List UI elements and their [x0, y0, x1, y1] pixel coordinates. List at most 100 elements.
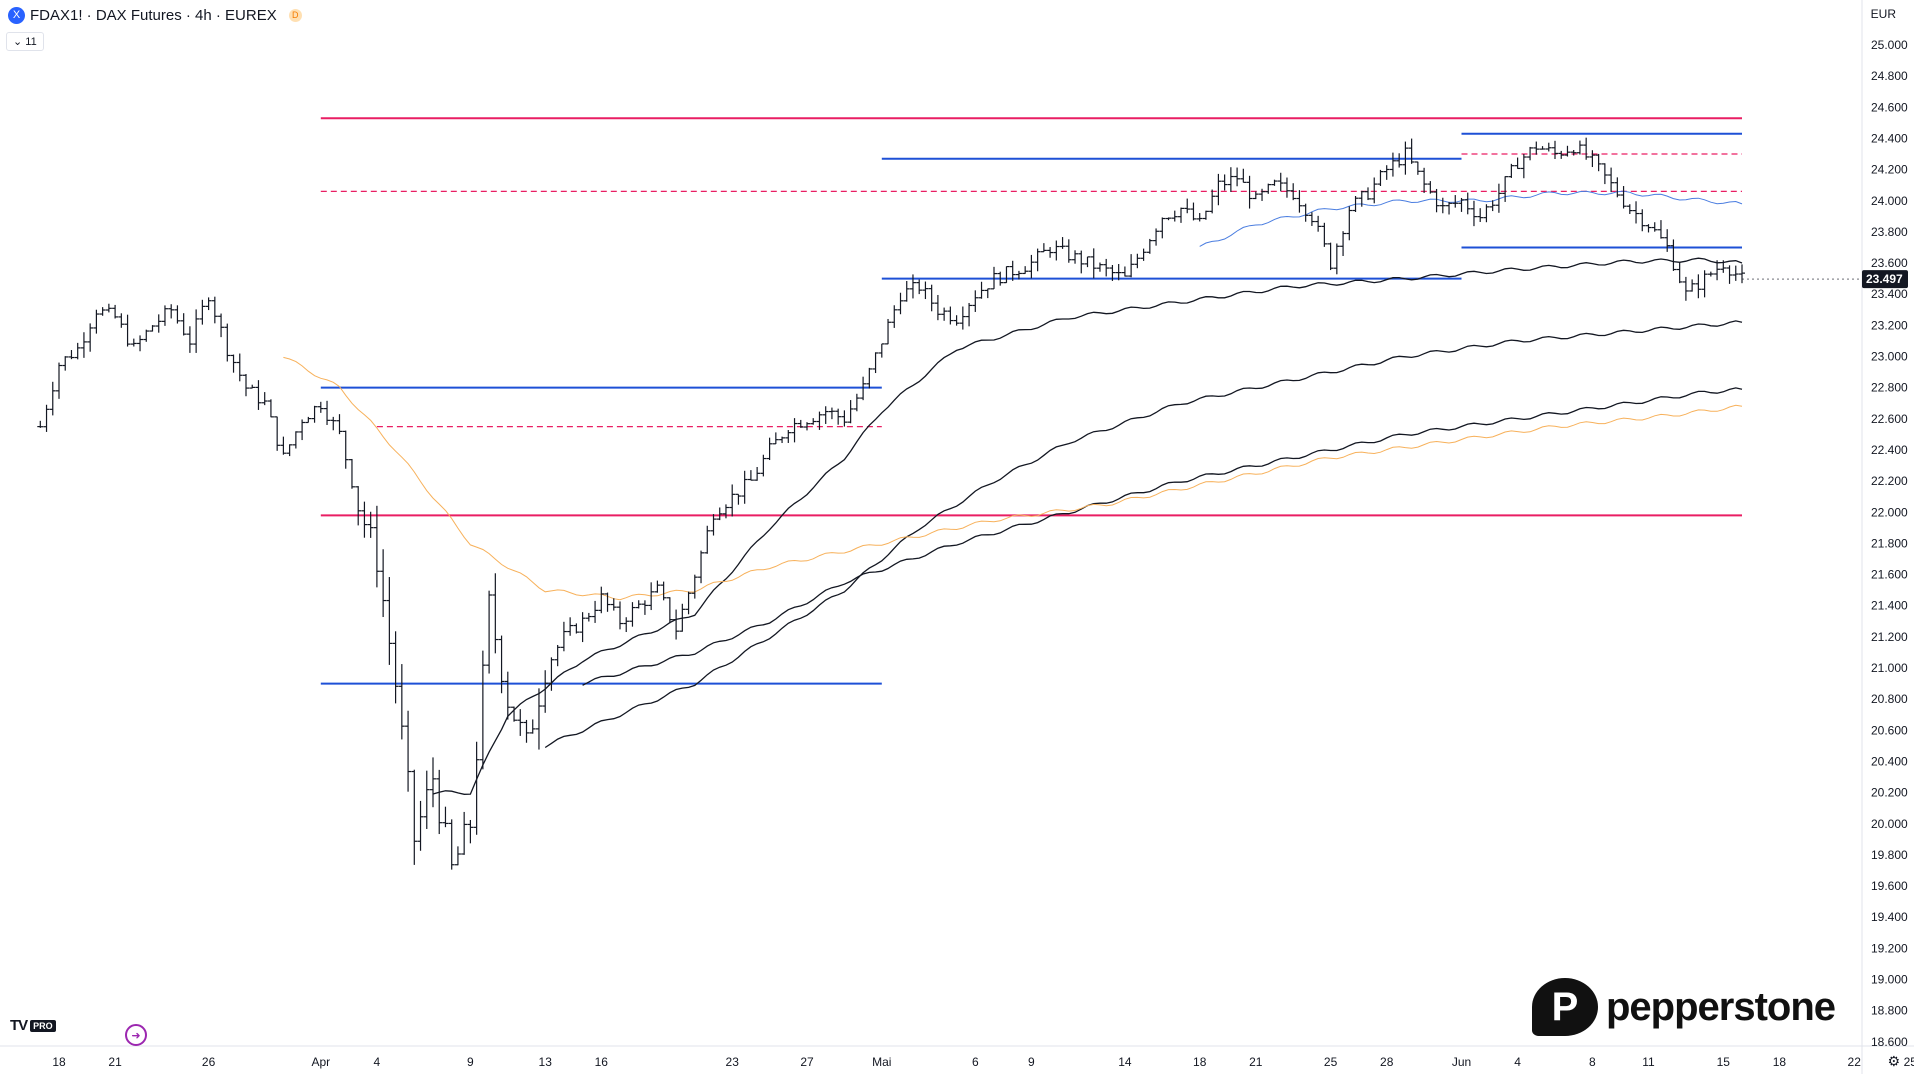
ohlc-bar	[1103, 258, 1110, 277]
ohlc-bar	[180, 313, 187, 336]
ohlc-bar	[1657, 220, 1664, 239]
pepperstone-watermark: P pepperstone	[1532, 978, 1836, 1036]
ohlc-bar	[592, 600, 599, 623]
ohlc-bar	[380, 549, 387, 618]
indicators-collapse-button[interactable]: ⌄ 11	[6, 32, 44, 51]
ohlc-bar	[1396, 153, 1403, 168]
ohlc-bar	[585, 612, 592, 622]
ohlc-bar	[93, 309, 100, 334]
y-tick-label: 21.600	[1871, 568, 1908, 582]
ohlc-bar	[504, 671, 511, 720]
ohlc-bar	[305, 416, 312, 424]
ohlc-bar	[68, 350, 75, 360]
y-tick-label: 21.200	[1871, 630, 1908, 644]
y-tick-label: 20.200	[1871, 786, 1908, 800]
y-tick-label: 21.800	[1871, 536, 1908, 550]
ohlc-bar	[1533, 141, 1540, 155]
ohlc-bar	[1495, 183, 1502, 213]
ohlc-bar	[1022, 266, 1029, 275]
ohlc-bar	[199, 299, 206, 325]
x-tick-label: Mai	[872, 1055, 891, 1069]
ohlc-bar	[529, 719, 536, 734]
ohlc-bar	[866, 367, 873, 389]
ohlc-bar	[760, 454, 767, 477]
ohlc-bar	[1470, 200, 1477, 227]
settings-icon[interactable]: ⚙	[1887, 1053, 1900, 1069]
x-tick-label: 18	[52, 1055, 66, 1069]
ohlc-bar	[130, 338, 137, 347]
ohlc-bar	[991, 266, 997, 290]
moving-average-line	[582, 387, 1743, 686]
x-tick-label: 18	[1773, 1055, 1787, 1069]
last-price-badge	[1862, 270, 1908, 289]
x-tick-label: 28	[1380, 1055, 1394, 1069]
moving-average-line	[432, 257, 1743, 795]
x-tick-label: 4	[374, 1055, 381, 1069]
last-price-tag: 23.497	[1742, 270, 1908, 289]
ohlc-bar	[498, 635, 505, 694]
ohlc-bar	[853, 393, 860, 412]
ohlc-bar	[112, 304, 119, 319]
ohlc-bar	[617, 601, 623, 630]
currency-selector[interactable]: EUR	[1870, 7, 1896, 21]
ohlc-bar	[348, 458, 355, 489]
delayed-data-badge[interactable]: D	[288, 8, 302, 22]
symbol-logo-icon[interactable]: X	[8, 6, 25, 24]
y-tick-label: 23.000	[1871, 350, 1908, 364]
ohlc-bar	[1732, 265, 1739, 281]
ohlc-bar	[486, 590, 493, 674]
ohlc-bar	[1153, 228, 1160, 246]
goto-realtime-icon[interactable]: ➜	[125, 1024, 147, 1046]
y-tick-label: 22.000	[1871, 505, 1908, 519]
ohlc-bar	[822, 406, 829, 424]
ohlc-bar	[1458, 197, 1465, 212]
x-tick-label: 21	[108, 1055, 122, 1069]
x-tick-label: 13	[539, 1055, 553, 1069]
ohlc-bar	[1377, 169, 1384, 187]
ohlc-bar	[62, 356, 69, 371]
y-tick-label: 24.000	[1871, 194, 1908, 208]
ohlc-bar	[1626, 204, 1633, 215]
ohlc-bar	[685, 591, 692, 615]
ohlc-bar	[804, 422, 810, 431]
ohlc-bar	[392, 631, 399, 704]
ohlc-bar	[610, 598, 617, 611]
ohlc-bar	[1190, 202, 1197, 221]
ohlc-bar	[1714, 260, 1721, 281]
ohlc-bar	[218, 313, 225, 338]
ohlc-bar	[336, 414, 343, 435]
tradingview-logo[interactable]: TV PRO	[10, 1017, 56, 1034]
ohlc-bar	[1689, 279, 1696, 292]
ohlc-bar	[1695, 274, 1702, 299]
x-tick-label: 22	[1848, 1055, 1862, 1069]
pepperstone-wordmark: pepperstone	[1606, 984, 1836, 1029]
y-tick-label: 21.000	[1871, 661, 1908, 675]
ohlc-bar	[442, 806, 449, 828]
ohlc-bar	[1178, 207, 1184, 223]
ohlc-bar	[1072, 250, 1079, 264]
x-tick-label: 21	[1249, 1055, 1263, 1069]
x-tick-label: 9	[467, 1055, 474, 1069]
ohlc-bar	[1452, 195, 1459, 208]
ohlc-bar	[598, 586, 605, 614]
ohlc-bar	[155, 314, 162, 333]
ohlc-bar	[1115, 264, 1122, 281]
ohlc-bar	[1340, 231, 1347, 256]
ohlc-bar	[1215, 173, 1222, 206]
ohlc-bar	[436, 769, 443, 835]
ohlc-bar	[1576, 140, 1583, 155]
moving-average-line	[544, 320, 1743, 749]
symbol-title[interactable]: FDAX1! · DAX Futures · 4h · EUREX	[30, 6, 277, 24]
ohlc-bar	[430, 757, 436, 808]
y-tick-label: 22.600	[1871, 412, 1908, 426]
ohlc-bar	[1421, 167, 1428, 193]
ohlc-bar	[193, 309, 200, 353]
ohlc-bar	[1003, 265, 1010, 284]
ohlc-bar	[1096, 262, 1103, 272]
ohlc-bar	[1146, 238, 1153, 254]
ohlc-bar	[243, 373, 249, 397]
ohlc-bar	[205, 297, 212, 311]
ohlc-bar	[1483, 204, 1490, 223]
x-tick-label: 11	[1642, 1055, 1655, 1069]
